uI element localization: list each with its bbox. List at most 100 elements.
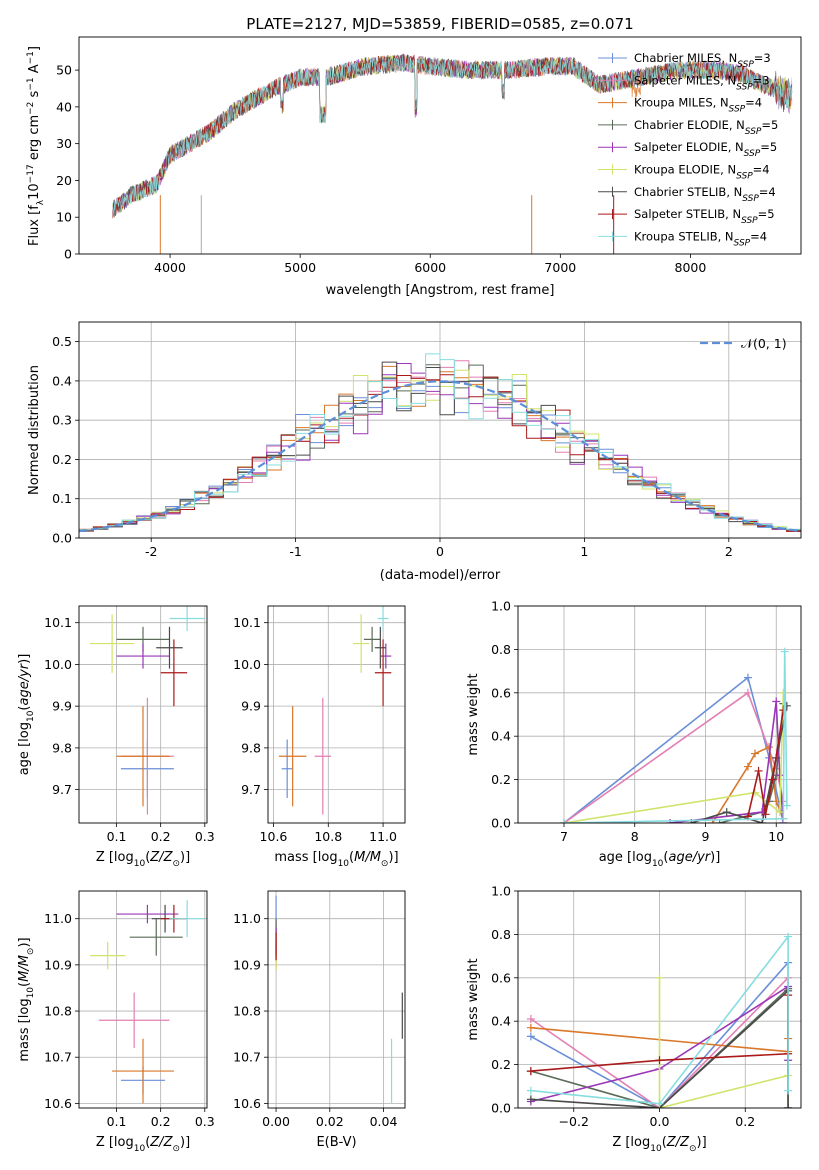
x-tick-label: 0.1 — [107, 1114, 127, 1129]
weight-marker — [655, 973, 664, 982]
weight-line — [563, 651, 788, 823]
y-axis-label: Flux [fλ10−17 erg cm−2 s−1 A−1] — [26, 46, 46, 246]
y-tick-label: 0.2 — [491, 772, 511, 787]
x-tick-label: -1 — [289, 544, 301, 559]
x-tick-label: 7000 — [544, 260, 576, 275]
weight-marker — [743, 762, 752, 771]
weight-marker — [743, 688, 752, 697]
x-tick-label: 5000 — [284, 260, 316, 275]
weight-marker — [782, 801, 791, 810]
y-tick-label: 10.6 — [44, 1096, 72, 1111]
weight-marker — [765, 743, 774, 752]
x-tick-label: 11.0 — [369, 829, 397, 844]
legend-label: Salpeter STELIB, NSSP=5 — [634, 207, 775, 226]
panel-mass-vs-z: 0.1 0.2 0.3 10.6 10.7 10.8 10.9 11.0 Z [log10(Z/… — [17, 890, 215, 1154]
y-tick-label: 20 — [56, 173, 72, 188]
y-tick-label: 0.0 — [491, 1101, 511, 1116]
y-tick-label: 10.9 — [233, 957, 261, 972]
x-axis-label: (data-model)/error — [380, 568, 501, 583]
x-tick-label: 6000 — [414, 260, 446, 275]
axes-frame — [78, 890, 208, 1109]
x-tick-label: 8000 — [675, 260, 707, 275]
legend-label: Chabrier STELIB, NSSP=4 — [634, 185, 776, 204]
legend-label: Chabrier ELODIE, NSSP=5 — [634, 118, 778, 137]
y-axis-label: Normed distribution — [27, 365, 42, 495]
y-tick-label: 9.7 — [52, 782, 72, 797]
y-tick-label: 10.7 — [44, 1050, 72, 1065]
y-tick-label: 0.0 — [491, 816, 511, 831]
x-tick-label: 0.3 — [195, 829, 215, 844]
weight-marker — [655, 1056, 664, 1065]
y-tick-label: 0.3 — [52, 413, 72, 428]
x-tick-label: 9 — [702, 829, 710, 844]
plot-area — [275, 895, 403, 1104]
y-tick-label: 0.6 — [491, 685, 511, 700]
y-tick-label: 9.8 — [241, 740, 261, 755]
weight-marker — [722, 808, 731, 817]
plot-area — [526, 932, 793, 1108]
y-tick-label: 10.1 — [44, 615, 72, 630]
histogram-steps — [79, 353, 801, 533]
weight-marker — [526, 1023, 535, 1032]
x-tick-label: 2 — [725, 544, 733, 559]
x-tick-label: 10.6 — [260, 829, 288, 844]
y-tick-label: 10.6 — [233, 1096, 261, 1111]
y-tick-label: 10.0 — [44, 657, 72, 672]
y-tick-label: 50 — [56, 63, 72, 78]
y-tick-label: 9.7 — [241, 782, 261, 797]
weight-marker — [775, 808, 784, 817]
x-tick-label: 0.2 — [151, 1114, 171, 1129]
spectrum-line — [112, 54, 793, 216]
y-tick-label: 11.0 — [233, 911, 261, 926]
axes-frame — [517, 890, 802, 1109]
y-tick-label: 40 — [56, 99, 72, 114]
y-tick-label: 0.1 — [52, 491, 72, 506]
plot-area — [90, 900, 205, 1104]
panel-age-vs-mass: 10.6 10.8 11.0 9.7 9.8 9.9 10.0 10.1 mass [log10… — [233, 605, 406, 869]
y-tick-label: 0.4 — [52, 373, 72, 388]
y-tick-label: 10.7 — [233, 1050, 261, 1065]
y-tick-label: 11.0 — [44, 911, 72, 926]
y-axis-label: mass weight — [466, 958, 481, 1040]
panel-age-vs-z: 0.1 0.2 0.3 9.7 9.8 9.9 10.0 10.1 Z [log10(Z/Z⊙)… — [17, 605, 215, 869]
plot-area — [278, 606, 392, 815]
y-tick-label: 9.8 — [52, 740, 72, 755]
x-axis-label: wavelength [Angstrom, rest frame] — [326, 283, 555, 298]
y-tick-label: 9.9 — [52, 699, 72, 714]
weight-marker — [751, 788, 760, 797]
weight-marker — [772, 697, 781, 706]
x-tick-label: 10 — [768, 829, 784, 844]
axes-frame — [78, 605, 208, 824]
x-tick-label: -2 — [145, 544, 157, 559]
weight-marker — [768, 775, 777, 784]
y-tick-label: 0.0 — [52, 531, 72, 546]
panel-spectrum: 4000 5000 6000 7000 8000 0 10 20 30 40 50 Flux [fλ1… — [26, 36, 802, 298]
x-tick-label: 8 — [631, 829, 639, 844]
weight-marker — [784, 932, 793, 941]
axes-frame — [267, 605, 406, 824]
x-tick-label: 0.3 — [195, 1114, 215, 1129]
weight-marker — [655, 1099, 664, 1108]
plot-area — [90, 606, 205, 815]
axes-frame — [78, 36, 802, 255]
y-tick-label: 0.8 — [491, 642, 511, 657]
weight-marker — [772, 797, 781, 806]
plot-area — [559, 647, 791, 823]
plot-area — [112, 53, 793, 254]
x-tick-label: 0.1 — [107, 829, 127, 844]
y-tick-label: 1.0 — [491, 599, 511, 614]
x-axis-label: age [log10(age/yr)] — [599, 850, 721, 869]
x-tick-label: 4000 — [154, 260, 186, 275]
weight-marker — [758, 819, 767, 823]
x-tick-label: 1 — [580, 544, 588, 559]
panel-mass-weight-vs-z: −0.2 0.0 0.2 0.0 0.2 0.4 0.6 0.8 1.0 Z [log10(Z/Z… — [466, 884, 802, 1154]
axes-frame — [517, 605, 802, 824]
y-axis-label: mass weight — [466, 673, 481, 755]
weight-line — [691, 705, 788, 823]
histogram-steps — [79, 374, 801, 533]
y-tick-label: 10.0 — [233, 657, 261, 672]
weight-marker — [526, 1032, 535, 1041]
y-tick-label: 10.8 — [44, 1004, 72, 1019]
weight-marker — [761, 810, 770, 819]
weight-marker — [754, 766, 763, 775]
